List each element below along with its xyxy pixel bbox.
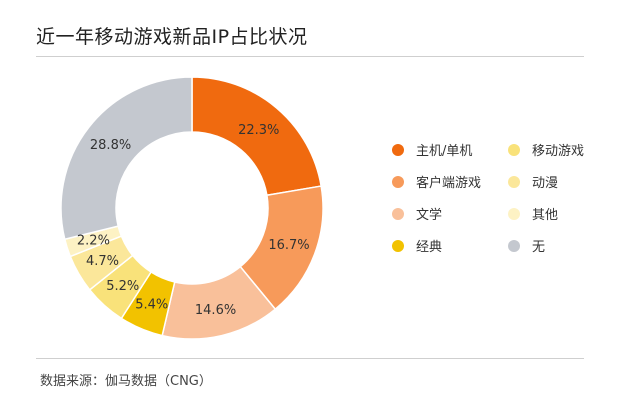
footer-divider bbox=[36, 358, 584, 359]
slice-value-label: 5.2% bbox=[106, 279, 139, 294]
donut-slice bbox=[191, 76, 323, 197]
slice-value-label: 14.6% bbox=[195, 303, 236, 318]
legend-label: 经典 bbox=[416, 240, 443, 255]
legend-swatch-icon bbox=[508, 143, 520, 156]
legend-item: 客户端游戏 bbox=[392, 172, 481, 191]
legend-label: 其他 bbox=[532, 208, 559, 223]
slice-value-label: 22.3% bbox=[238, 123, 279, 138]
legend-item: 动漫 bbox=[508, 172, 558, 191]
legend-swatch-icon bbox=[508, 207, 520, 220]
slice-value-label: 28.8% bbox=[90, 138, 131, 153]
legend-item: 无 bbox=[508, 236, 545, 255]
legend-swatch-icon bbox=[392, 143, 404, 156]
donut-slice bbox=[60, 76, 193, 241]
legend-swatch-icon bbox=[392, 207, 404, 220]
slice-value-label: 2.2% bbox=[77, 234, 110, 249]
legend-label: 主机/单机 bbox=[416, 144, 473, 159]
donut-slice-labels: 22.3% 16.7% 14.6% 5.4% 5.2% 4.7% 2.2% 28.8% bbox=[77, 123, 310, 318]
legend-item: 经典 bbox=[392, 236, 442, 255]
slice-value-label: 5.4% bbox=[135, 297, 168, 312]
legend-item: 移动游戏 bbox=[508, 140, 584, 159]
legend-item: 其他 bbox=[508, 204, 558, 223]
slice-value-label: 16.7% bbox=[268, 238, 309, 253]
legend-swatch-icon bbox=[392, 175, 404, 188]
legend-swatch-icon bbox=[392, 239, 404, 252]
data-source-note: 数据来源：伽马数据（CNG） bbox=[40, 374, 212, 389]
legend-swatch-icon bbox=[508, 239, 520, 252]
legend-label: 无 bbox=[532, 240, 546, 255]
legend-item: 主机/单机 bbox=[392, 140, 472, 159]
title-divider bbox=[36, 56, 584, 57]
legend-swatch-icon bbox=[508, 175, 520, 188]
legend-item: 文学 bbox=[392, 204, 442, 223]
slice-value-label: 4.7% bbox=[86, 254, 119, 269]
legend-label: 动漫 bbox=[532, 176, 559, 191]
legend-label: 客户端游戏 bbox=[416, 176, 482, 191]
donut-slices bbox=[60, 76, 324, 340]
chart-title: 近一年移动游戏新品IP占比状况 bbox=[36, 26, 308, 48]
legend-label: 文学 bbox=[416, 208, 443, 223]
legend-label: 移动游戏 bbox=[532, 144, 585, 159]
